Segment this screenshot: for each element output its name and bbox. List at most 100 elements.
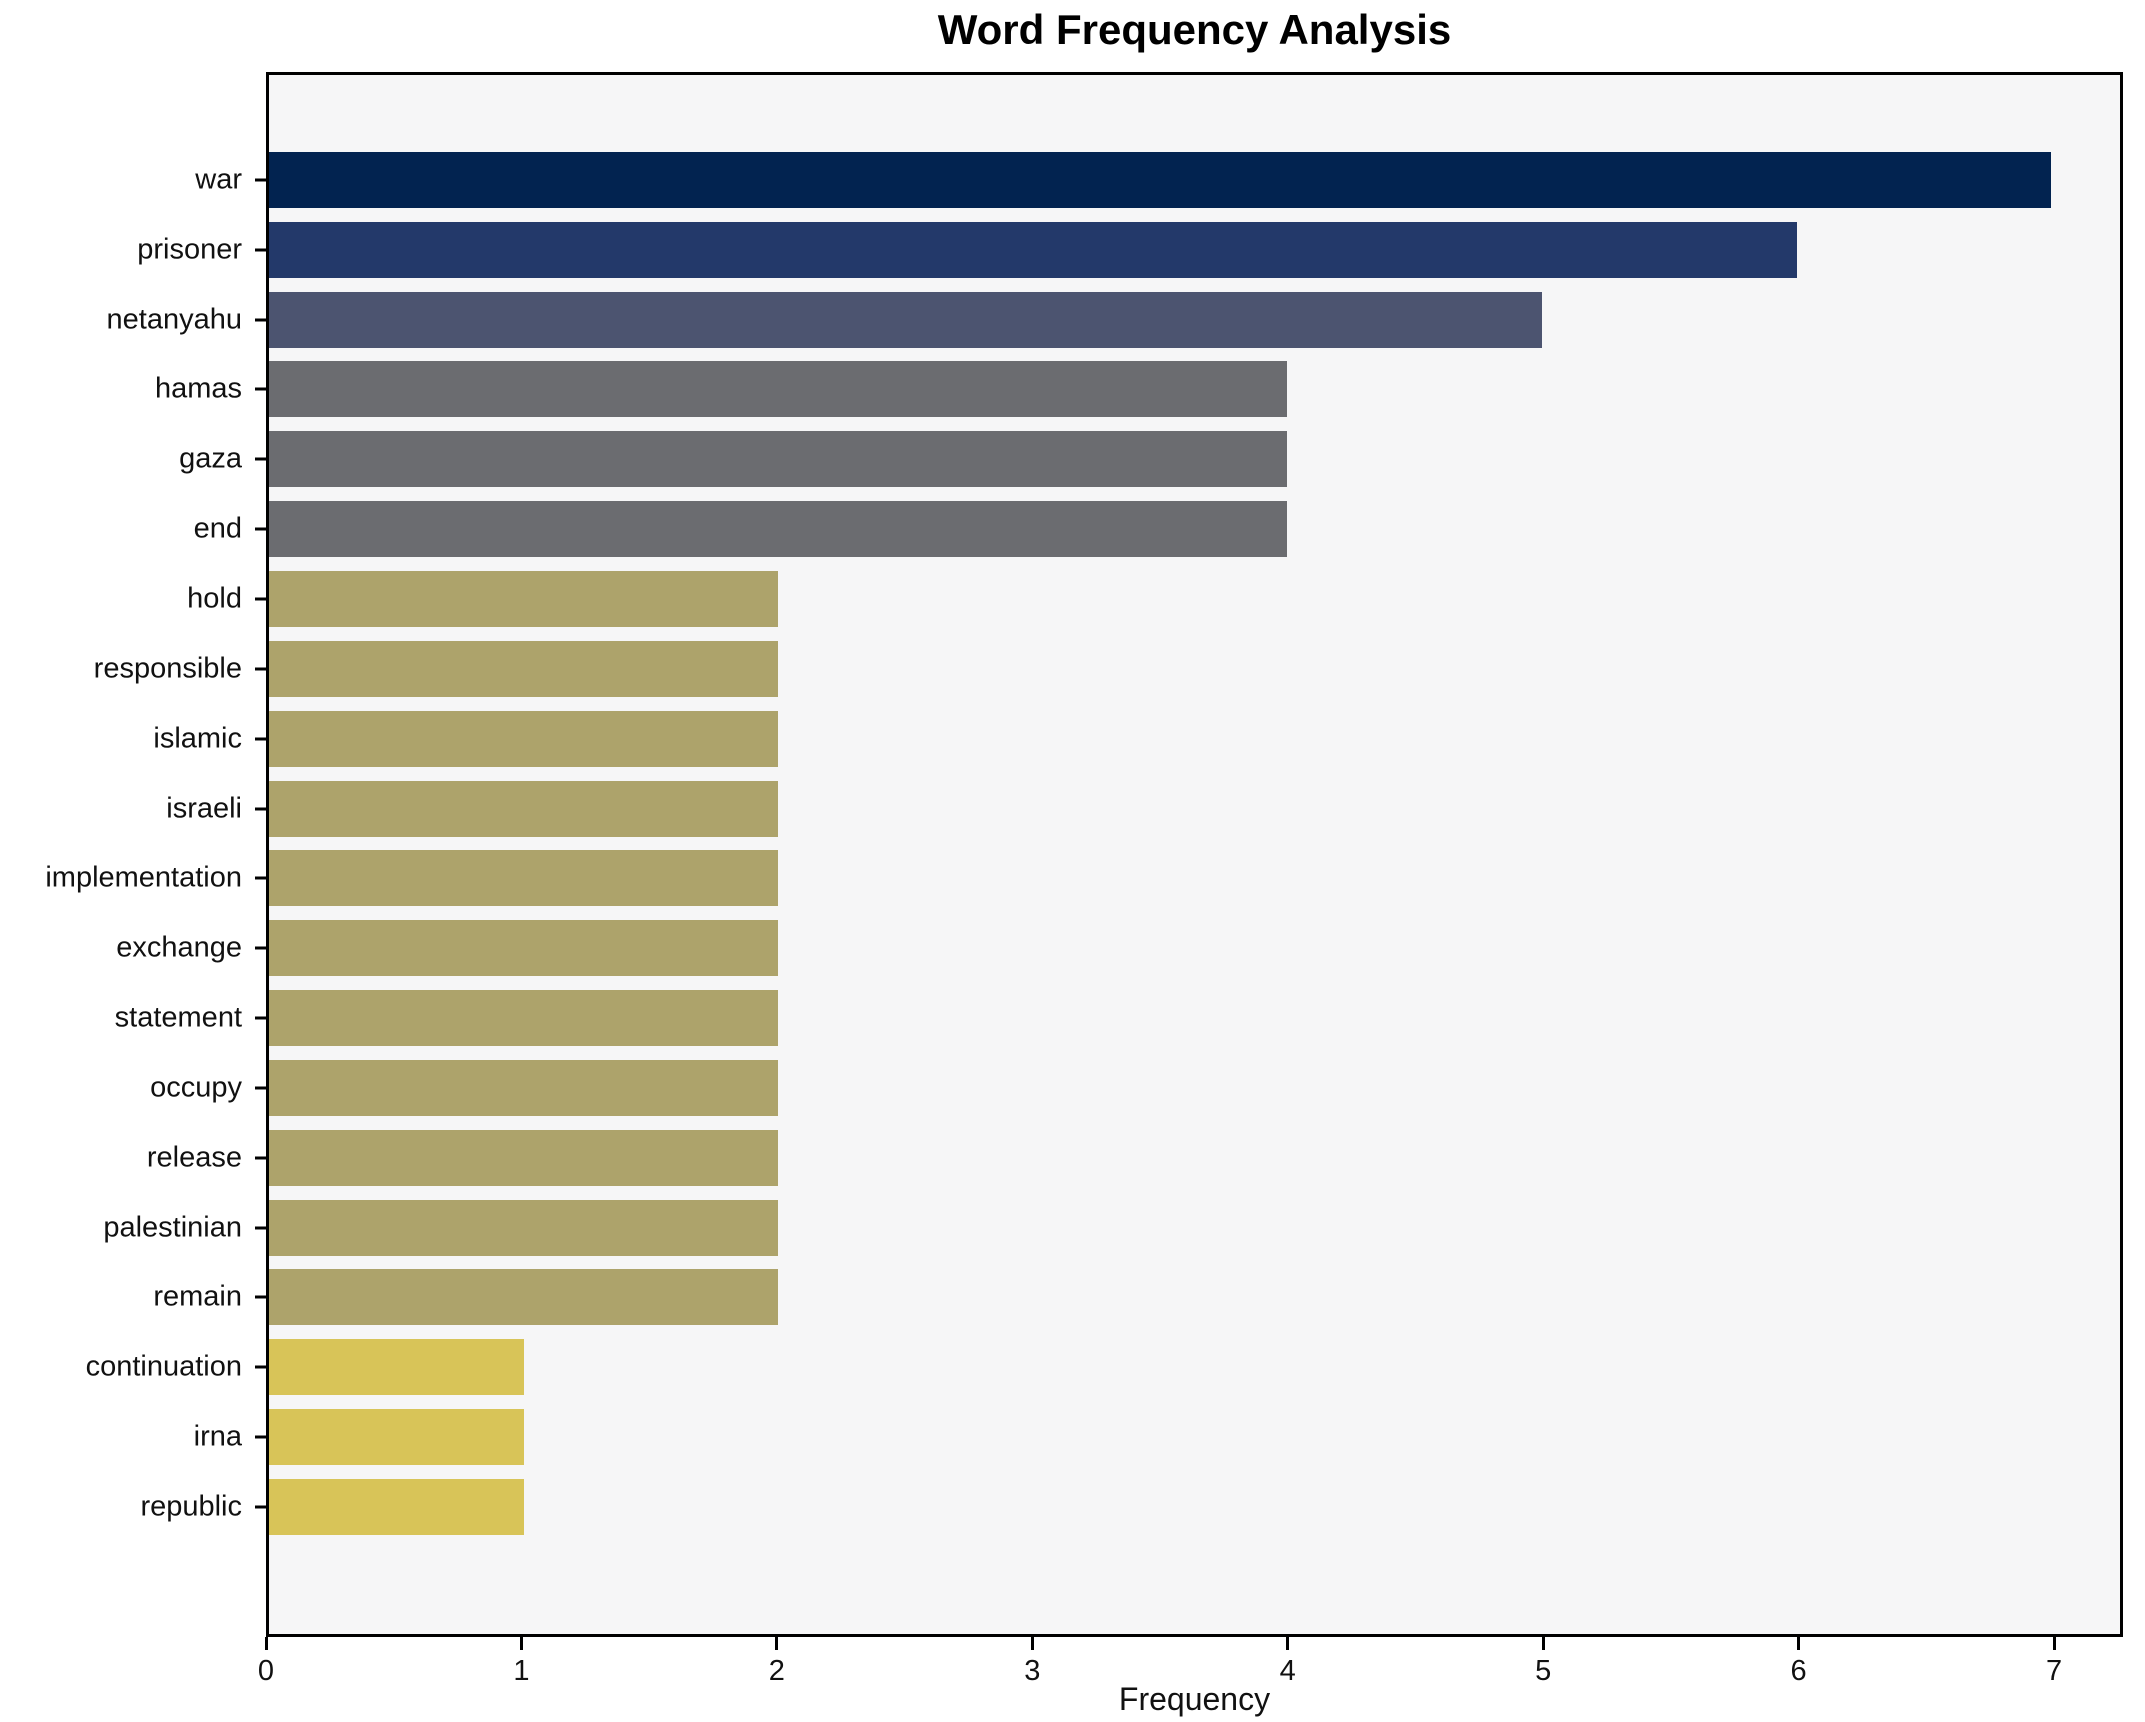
y-tick-label: implementation xyxy=(45,861,242,894)
bar xyxy=(269,1199,779,1256)
y-tick-label: occupy xyxy=(150,1071,242,1104)
x-axis-label: Frequency xyxy=(1118,1681,1271,1717)
x-tick-label: 2 xyxy=(768,1655,785,1687)
bar xyxy=(269,1129,779,1186)
y-tick-label: end xyxy=(193,512,242,545)
y-tick-mark xyxy=(255,1365,268,1369)
y-tick-mark xyxy=(255,667,268,671)
bar xyxy=(269,640,779,697)
x-tick-label: 4 xyxy=(1279,1655,1296,1687)
y-tick-label: remain xyxy=(153,1280,242,1313)
bar xyxy=(269,850,779,907)
bar-row: prisoner xyxy=(137,215,2120,285)
bar xyxy=(269,151,2052,208)
y-tick-mark xyxy=(255,946,268,950)
y-tick-mark xyxy=(255,1505,268,1509)
bar-row: republic xyxy=(140,1472,2120,1542)
y-tick-label: continuation xyxy=(85,1350,242,1383)
y-tick-label: responsible xyxy=(93,652,242,685)
bar-row: war xyxy=(195,145,2120,215)
x-tick-mark xyxy=(264,1637,268,1650)
y-tick-label: hamas xyxy=(154,372,242,405)
bar-row: responsible xyxy=(94,634,2120,704)
y-tick-label: hold xyxy=(187,582,242,615)
y-tick-mark xyxy=(255,876,268,880)
x-tick-mark xyxy=(1797,1637,1801,1650)
bar xyxy=(269,780,779,837)
y-tick-mark xyxy=(255,1016,268,1020)
x-tick-label: 3 xyxy=(1024,1655,1041,1687)
bar-row: islamic xyxy=(153,704,2120,774)
bar xyxy=(269,1269,779,1326)
x-tick-mark xyxy=(519,1637,523,1650)
bar xyxy=(269,1478,524,1535)
y-tick-label: palestinian xyxy=(103,1211,242,1244)
plot-area: war prisoner netanyahu hamas gaza end hold resp… xyxy=(45,72,2123,1637)
bar xyxy=(269,1059,779,1116)
y-tick-mark xyxy=(255,527,268,531)
bar xyxy=(269,361,1288,418)
y-tick-mark xyxy=(255,1156,268,1160)
bar-row: continuation xyxy=(86,1332,2120,1402)
bar xyxy=(269,431,1288,488)
x-tick-label: 5 xyxy=(1535,1655,1552,1687)
y-tick-label: republic xyxy=(140,1490,242,1523)
x-axis: 0 1 2 3 4 5 6 7 xyxy=(258,1637,2123,1707)
x-tick-mark xyxy=(1541,1637,1545,1650)
y-tick-mark xyxy=(255,457,268,461)
y-tick-label: war xyxy=(195,163,242,196)
bar-row: occupy xyxy=(150,1053,2120,1123)
bar-row: israeli xyxy=(166,774,2120,844)
y-tick-label: gaza xyxy=(179,442,242,475)
bar xyxy=(269,501,1288,558)
bar-row: exchange xyxy=(116,913,2120,983)
y-tick-mark xyxy=(255,1086,268,1090)
bar-row: hamas xyxy=(155,355,2120,425)
bar-row: release xyxy=(147,1123,2120,1193)
y-tick-label: islamic xyxy=(153,722,242,755)
bar xyxy=(269,710,779,767)
bar-row: gaza xyxy=(179,424,2120,494)
x-tick-mark xyxy=(1286,1637,1290,1650)
y-tick-mark xyxy=(255,1435,268,1439)
y-tick-mark xyxy=(255,1226,268,1230)
bar-row: netanyahu xyxy=(107,285,2120,355)
y-tick-label: irna xyxy=(193,1420,242,1453)
y-tick-label: exchange xyxy=(116,931,242,964)
y-tick-label: prisoner xyxy=(137,233,242,266)
x-tick-label: 1 xyxy=(513,1655,530,1687)
x-tick-label: 0 xyxy=(257,1655,275,1687)
bar xyxy=(269,920,779,977)
y-tick-label: release xyxy=(146,1141,242,1174)
bar xyxy=(269,1339,524,1396)
bar-row: end xyxy=(194,494,2120,564)
y-tick-mark xyxy=(255,1295,268,1299)
bar-row: irna xyxy=(194,1402,2120,1472)
y-tick-mark xyxy=(255,387,268,391)
bar xyxy=(269,570,779,627)
bar-row: implementation xyxy=(45,843,2120,913)
x-tick-label: 6 xyxy=(1790,1655,1807,1687)
y-tick-label: israeli xyxy=(166,792,242,825)
y-tick-mark xyxy=(255,318,268,322)
y-tick-mark xyxy=(255,248,268,252)
y-tick-mark xyxy=(255,597,268,601)
y-tick-label: netanyahu xyxy=(106,303,242,336)
x-tick-mark xyxy=(775,1637,779,1650)
y-tick-label: statement xyxy=(114,1001,242,1034)
bar-row: palestinian xyxy=(103,1193,2120,1263)
bar-row: hold xyxy=(187,564,2120,634)
bar xyxy=(269,291,1543,348)
bar-row: remain xyxy=(153,1263,2120,1333)
bar xyxy=(269,990,779,1047)
x-tick-label: 7 xyxy=(2045,1655,2063,1687)
y-tick-mark xyxy=(255,737,268,741)
bar xyxy=(269,1409,524,1466)
chart-title: Word Frequency Analysis xyxy=(937,6,1452,53)
y-tick-mark xyxy=(255,178,268,182)
bar-row: statement xyxy=(115,983,2120,1053)
bar xyxy=(269,221,1797,278)
bars-container: war prisoner netanyahu hamas gaza end hold resp… xyxy=(45,75,2120,1634)
y-tick-mark xyxy=(255,807,268,811)
